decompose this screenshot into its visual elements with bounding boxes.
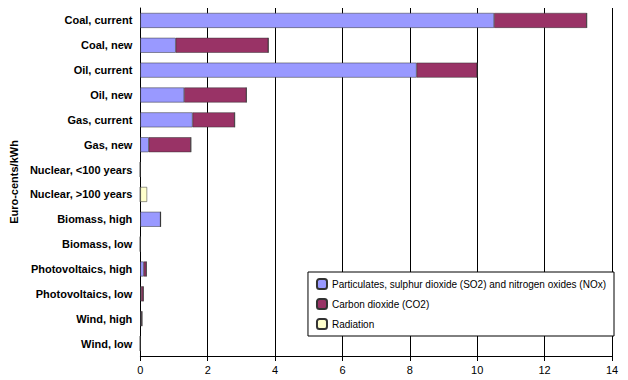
svg-text:Wind, low: Wind, low <box>81 338 133 350</box>
svg-text:14: 14 <box>606 364 618 376</box>
svg-text:12: 12 <box>538 364 550 376</box>
svg-text:4: 4 <box>272 364 278 376</box>
svg-text:Oil, current: Oil, current <box>74 64 133 76</box>
svg-text:Carbon dioxide (CO2): Carbon dioxide (CO2) <box>332 299 429 310</box>
svg-text:Gas, new: Gas, new <box>84 139 133 151</box>
svg-text:Particulates, sulphur dioxide: Particulates, sulphur dioxide (SO2) and … <box>332 279 606 290</box>
svg-text:Radiation: Radiation <box>332 319 374 330</box>
svg-text:Gas, current: Gas, current <box>68 114 133 126</box>
svg-text:Photovoltaics, low: Photovoltaics, low <box>36 288 133 300</box>
svg-text:6: 6 <box>339 364 345 376</box>
svg-text:Nuclear, >100 years: Nuclear, >100 years <box>30 188 132 200</box>
svg-text:Coal, new: Coal, new <box>81 39 133 51</box>
svg-text:0: 0 <box>137 364 143 376</box>
svg-text:Biomass, high: Biomass, high <box>57 213 132 225</box>
svg-text:Euro-cents/kWh: Euro-cents/kWh <box>8 140 20 224</box>
svg-text:Biomass, low: Biomass, low <box>62 238 133 250</box>
svg-text:2: 2 <box>205 364 211 376</box>
svg-text:10: 10 <box>471 364 483 376</box>
svg-text:Wind, high: Wind, high <box>76 313 132 325</box>
svg-text:Photovoltaics, high: Photovoltaics, high <box>31 263 133 275</box>
svg-text:Nuclear, <100 years: Nuclear, <100 years <box>30 164 132 176</box>
svg-text:8: 8 <box>407 364 413 376</box>
svg-text:Oil, new: Oil, new <box>90 89 133 101</box>
svg-text:Coal, current: Coal, current <box>64 14 132 26</box>
